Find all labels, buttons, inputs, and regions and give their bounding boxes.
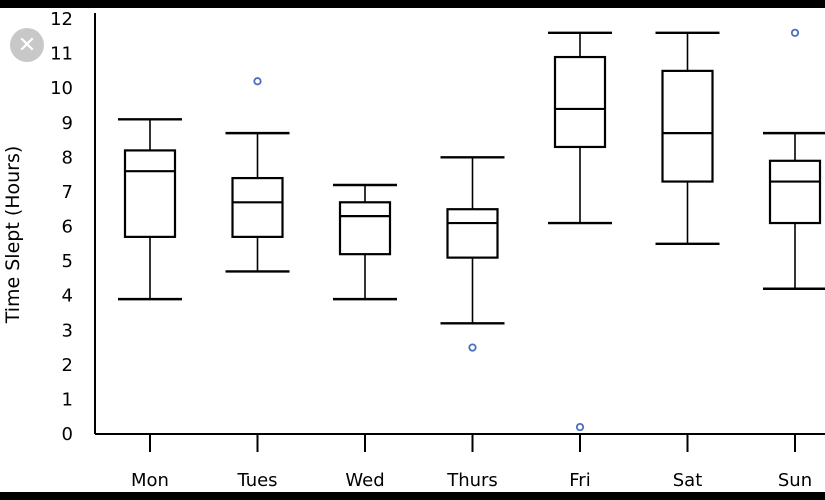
y-tick-label: 3 bbox=[62, 320, 73, 341]
box-fri bbox=[548, 31, 612, 432]
iqr-box bbox=[231, 176, 284, 238]
x-tick-label: Thurs bbox=[446, 470, 498, 491]
x-tick-label: Mon bbox=[131, 470, 169, 491]
box-sat bbox=[655, 31, 720, 245]
y-tick-label: 5 bbox=[62, 251, 73, 272]
y-tick-label: 4 bbox=[62, 286, 73, 307]
iqr-box bbox=[338, 201, 392, 256]
x-tick-label: Sat bbox=[673, 470, 703, 491]
outlier-point bbox=[468, 343, 477, 352]
y-tick-label: 10 bbox=[50, 78, 73, 99]
chart-canvas: 0 1 2 3 4 5 6 7 8 9 10 11 12 Mon Tues Wed Thurs Fri Sat Su… bbox=[0, 8, 825, 492]
iqr-box bbox=[768, 159, 822, 225]
axes bbox=[94, 13, 825, 435]
y-tick-label: 8 bbox=[62, 147, 73, 168]
box-sun bbox=[763, 28, 825, 290]
y-tick-label: 12 bbox=[50, 9, 73, 30]
box-wed bbox=[333, 183, 397, 301]
x-tick-label: Tues bbox=[236, 470, 277, 491]
outlier-point bbox=[575, 422, 585, 432]
x-axis-ticks: Mon Tues Wed Thurs Fri Sat Sun bbox=[131, 434, 812, 491]
box-series bbox=[118, 28, 825, 432]
iqr-box bbox=[123, 149, 177, 238]
y-axis-title: Time Slept (Hours) bbox=[2, 146, 24, 325]
close-icon: ✕ bbox=[17, 32, 37, 58]
box-tues bbox=[225, 77, 290, 273]
outlier-point bbox=[790, 28, 800, 37]
iqr-box bbox=[446, 208, 499, 259]
y-tick-label: 0 bbox=[62, 424, 73, 445]
iqr-box bbox=[661, 69, 714, 183]
close-button[interactable]: ✕ bbox=[10, 28, 44, 62]
x-tick-label: Sun bbox=[778, 470, 812, 491]
y-tick-label: 9 bbox=[62, 113, 73, 134]
box-thurs bbox=[440, 156, 505, 352]
x-tick-label: Wed bbox=[345, 470, 384, 491]
y-tick-label: 6 bbox=[62, 217, 73, 238]
outlier-point bbox=[253, 77, 262, 86]
iqr-box bbox=[553, 55, 607, 149]
box-mon bbox=[118, 118, 182, 301]
y-tick-label: 7 bbox=[62, 182, 73, 203]
y-tick-label: 1 bbox=[62, 389, 73, 410]
y-tick-label: 2 bbox=[62, 355, 73, 376]
x-tick-label: Fri bbox=[569, 470, 590, 491]
y-tick-label: 11 bbox=[50, 44, 73, 65]
